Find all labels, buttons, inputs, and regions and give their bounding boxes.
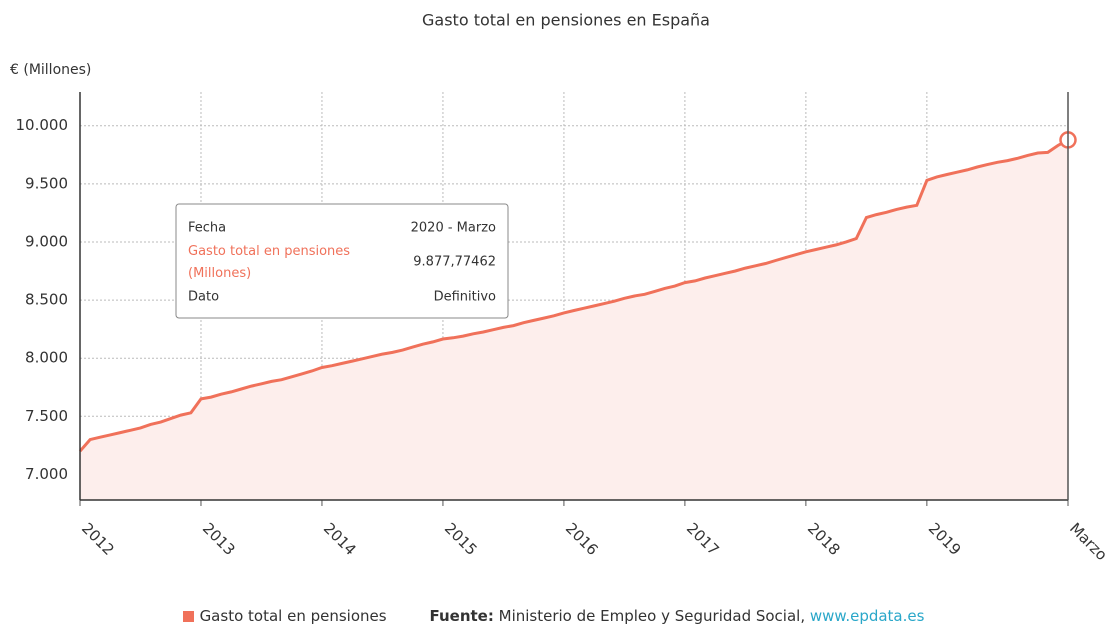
tooltip-value: 9.877,77462 <box>413 255 496 270</box>
y-axis-label: € (Millones) <box>10 62 91 78</box>
y-tick-label: 8.000 <box>25 349 68 367</box>
y-tick-label: 8.500 <box>25 291 68 309</box>
tooltip-label-part: (Millones) <box>188 266 251 281</box>
tooltip-value: Definitivo <box>434 290 496 305</box>
x-tick-label: 2014 <box>320 519 360 559</box>
source-text: Ministerio de Empleo y Seguridad Social, <box>498 607 806 625</box>
source-link[interactable]: www.epdata.es <box>809 607 925 625</box>
tooltip: Fecha 2020 - Marzo Gasto total en pensione… <box>175 203 509 319</box>
legend-swatch <box>182 611 194 622</box>
y-tick-label: 9.500 <box>25 174 68 192</box>
y-tick-label: 9.000 <box>25 232 68 250</box>
x-tick-label: 2015 <box>441 519 481 559</box>
x-tick-label: Marzo <box>1066 519 1107 564</box>
tooltip-label-part: Gasto total en pensiones <box>188 244 350 259</box>
tooltip-label: Dato <box>188 290 219 305</box>
y-tick-label: 10.000 <box>16 116 69 134</box>
tooltip-box <box>175 203 509 319</box>
x-tick-label: 2016 <box>562 519 602 559</box>
tooltip-label: Gasto total en pensiones (Millones) <box>188 244 350 281</box>
x-tick-label: 2012 <box>78 519 118 559</box>
x-tick-label: 2018 <box>804 519 844 559</box>
legend-label: Gasto total en pensiones <box>199 607 387 625</box>
area <box>80 139 1068 500</box>
tooltip-label: Fecha <box>188 221 226 236</box>
chart-title: Gasto total en pensiones en España <box>422 11 710 30</box>
line <box>78 138 1069 453</box>
chart: Gasto total en pensiones en España € (Mi… <box>10 11 1107 565</box>
y-tick-label: 7.000 <box>25 465 68 483</box>
x-tick-label: 2019 <box>925 519 965 559</box>
footer: Gasto total en pensiones Fuente: Ministe… <box>0 607 1107 625</box>
source-label: Fuente: <box>429 607 494 625</box>
y-tick-label: 7.500 <box>25 407 68 425</box>
x-tick-label: 2017 <box>683 519 723 559</box>
tooltip-value: 2020 - Marzo <box>411 221 496 236</box>
x-tick-label: 2013 <box>199 519 239 559</box>
